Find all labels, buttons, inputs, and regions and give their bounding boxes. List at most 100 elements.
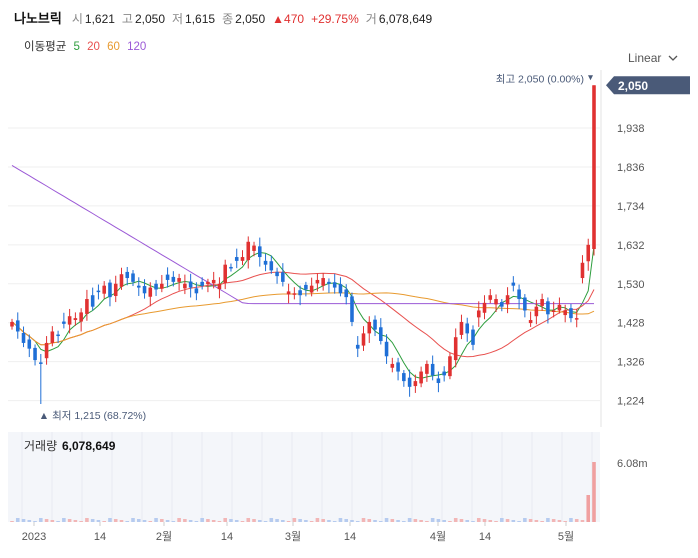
- candle-body: [355, 344, 360, 349]
- candle-body: [448, 356, 452, 377]
- candle-body: [119, 274, 124, 287]
- volume-bar: [407, 518, 412, 522]
- volume-bar: [309, 521, 314, 522]
- volume-bar: [154, 518, 158, 522]
- max-marker-icon: [588, 75, 593, 81]
- x-tick-label: 14: [94, 531, 106, 543]
- candle-body: [482, 302, 487, 313]
- candle-body: [563, 310, 567, 316]
- candle-body: [67, 316, 72, 325]
- volume-bar: [194, 521, 199, 522]
- volume-bar: [534, 520, 539, 522]
- volume-bar: [90, 519, 95, 522]
- volume-bar: [119, 520, 124, 522]
- candle-body: [21, 333, 26, 343]
- y-tick-label: 1,836: [617, 162, 645, 174]
- change-percent: +29.75%: [311, 12, 359, 26]
- volume-bar: [234, 520, 239, 522]
- candle-body: [234, 257, 239, 261]
- candle-body: [252, 245, 256, 251]
- volume-bar: [188, 520, 193, 522]
- volume-bar: [125, 521, 130, 522]
- scale-selector[interactable]: Linear: [628, 51, 678, 65]
- volume-bar: [246, 518, 251, 522]
- candle-body: [309, 285, 314, 293]
- volume-bar: [56, 521, 60, 522]
- volume-bar: [390, 519, 395, 522]
- volume-bar: [338, 518, 343, 522]
- candle-body: [430, 363, 435, 376]
- candle-body: [217, 283, 222, 290]
- volume-bar: [517, 521, 521, 522]
- volume-bar: [136, 519, 141, 522]
- y-tick-label: 1,734: [617, 201, 645, 213]
- candle-body: [580, 262, 585, 279]
- volume-bar: [511, 520, 516, 522]
- candle-body: [90, 295, 95, 307]
- candle-body: [327, 281, 331, 284]
- stock-name: 나노브릭: [14, 11, 62, 26]
- volume-bar: [367, 519, 372, 522]
- min-annotation: ▲ 최저 1,215 (68.72%): [39, 410, 146, 422]
- candle-body: [50, 331, 55, 343]
- volume-bar: [96, 520, 101, 522]
- volume-bar: [344, 519, 349, 522]
- volume-bar: [419, 520, 423, 522]
- volume-bar: [223, 518, 227, 522]
- volume-bar: [33, 521, 37, 522]
- candle-body: [500, 302, 504, 307]
- volume-bar: [425, 521, 429, 522]
- volume-bar: [67, 519, 72, 522]
- grid-lines: [8, 70, 602, 427]
- x-tick-label: 14: [221, 531, 233, 543]
- volume-bar: [465, 520, 470, 522]
- candle-body: [413, 381, 418, 387]
- volume-bar: [200, 518, 204, 522]
- candle-body: [304, 284, 308, 290]
- y-tick-label: 1,938: [617, 123, 645, 135]
- volume-bar: [332, 521, 337, 522]
- candle-body: [246, 241, 251, 261]
- candle-body: [223, 264, 227, 283]
- volume-bar: [448, 521, 452, 522]
- volume-bar: [321, 519, 325, 522]
- volume-bar: [39, 518, 43, 522]
- candle-body: [177, 278, 181, 282]
- volume-panel: 거래량 6,078,649 6.08m: [8, 432, 648, 522]
- volume-bar: [79, 521, 83, 522]
- ma-line: [11, 292, 595, 346]
- candle-body: [206, 281, 210, 285]
- candle-body: [165, 274, 170, 280]
- volume-bar: [592, 462, 596, 522]
- x-tick-label: 2월: [156, 530, 172, 543]
- volume-bar: [402, 521, 406, 522]
- volume-bar: [540, 521, 544, 522]
- candle-body: [136, 285, 141, 288]
- candle-body: [350, 296, 354, 322]
- candle-body: [384, 341, 389, 357]
- candle-body: [494, 299, 498, 305]
- volume-bar: [482, 519, 487, 522]
- current-price-tag: [606, 76, 690, 95]
- volume-bar: [160, 519, 164, 522]
- volume-bar: [436, 519, 441, 522]
- x-tick-label: 2023: [22, 531, 46, 543]
- moving-average-lines: [11, 164, 595, 379]
- ma-line-120: [11, 164, 594, 305]
- candle-body: [396, 362, 400, 372]
- volume-bar: [131, 518, 135, 522]
- volume-bar: [586, 495, 591, 522]
- x-tick-label: 3월: [285, 530, 301, 543]
- candle-body: [73, 318, 78, 321]
- candle-body: [315, 279, 320, 284]
- volume-bar: [85, 518, 89, 522]
- candle-body: [33, 347, 37, 361]
- candle-body: [569, 308, 573, 319]
- volume-bar: [488, 520, 493, 522]
- current-price-label: 2,050: [618, 79, 648, 93]
- volume-bar: [275, 519, 279, 522]
- candle-body: [229, 266, 233, 269]
- candle-body: [62, 321, 66, 324]
- annotations: 최고 2,050 (0.00%) ▲ 최저 1,215 (68.72%): [39, 73, 593, 422]
- candle-body: [96, 290, 101, 293]
